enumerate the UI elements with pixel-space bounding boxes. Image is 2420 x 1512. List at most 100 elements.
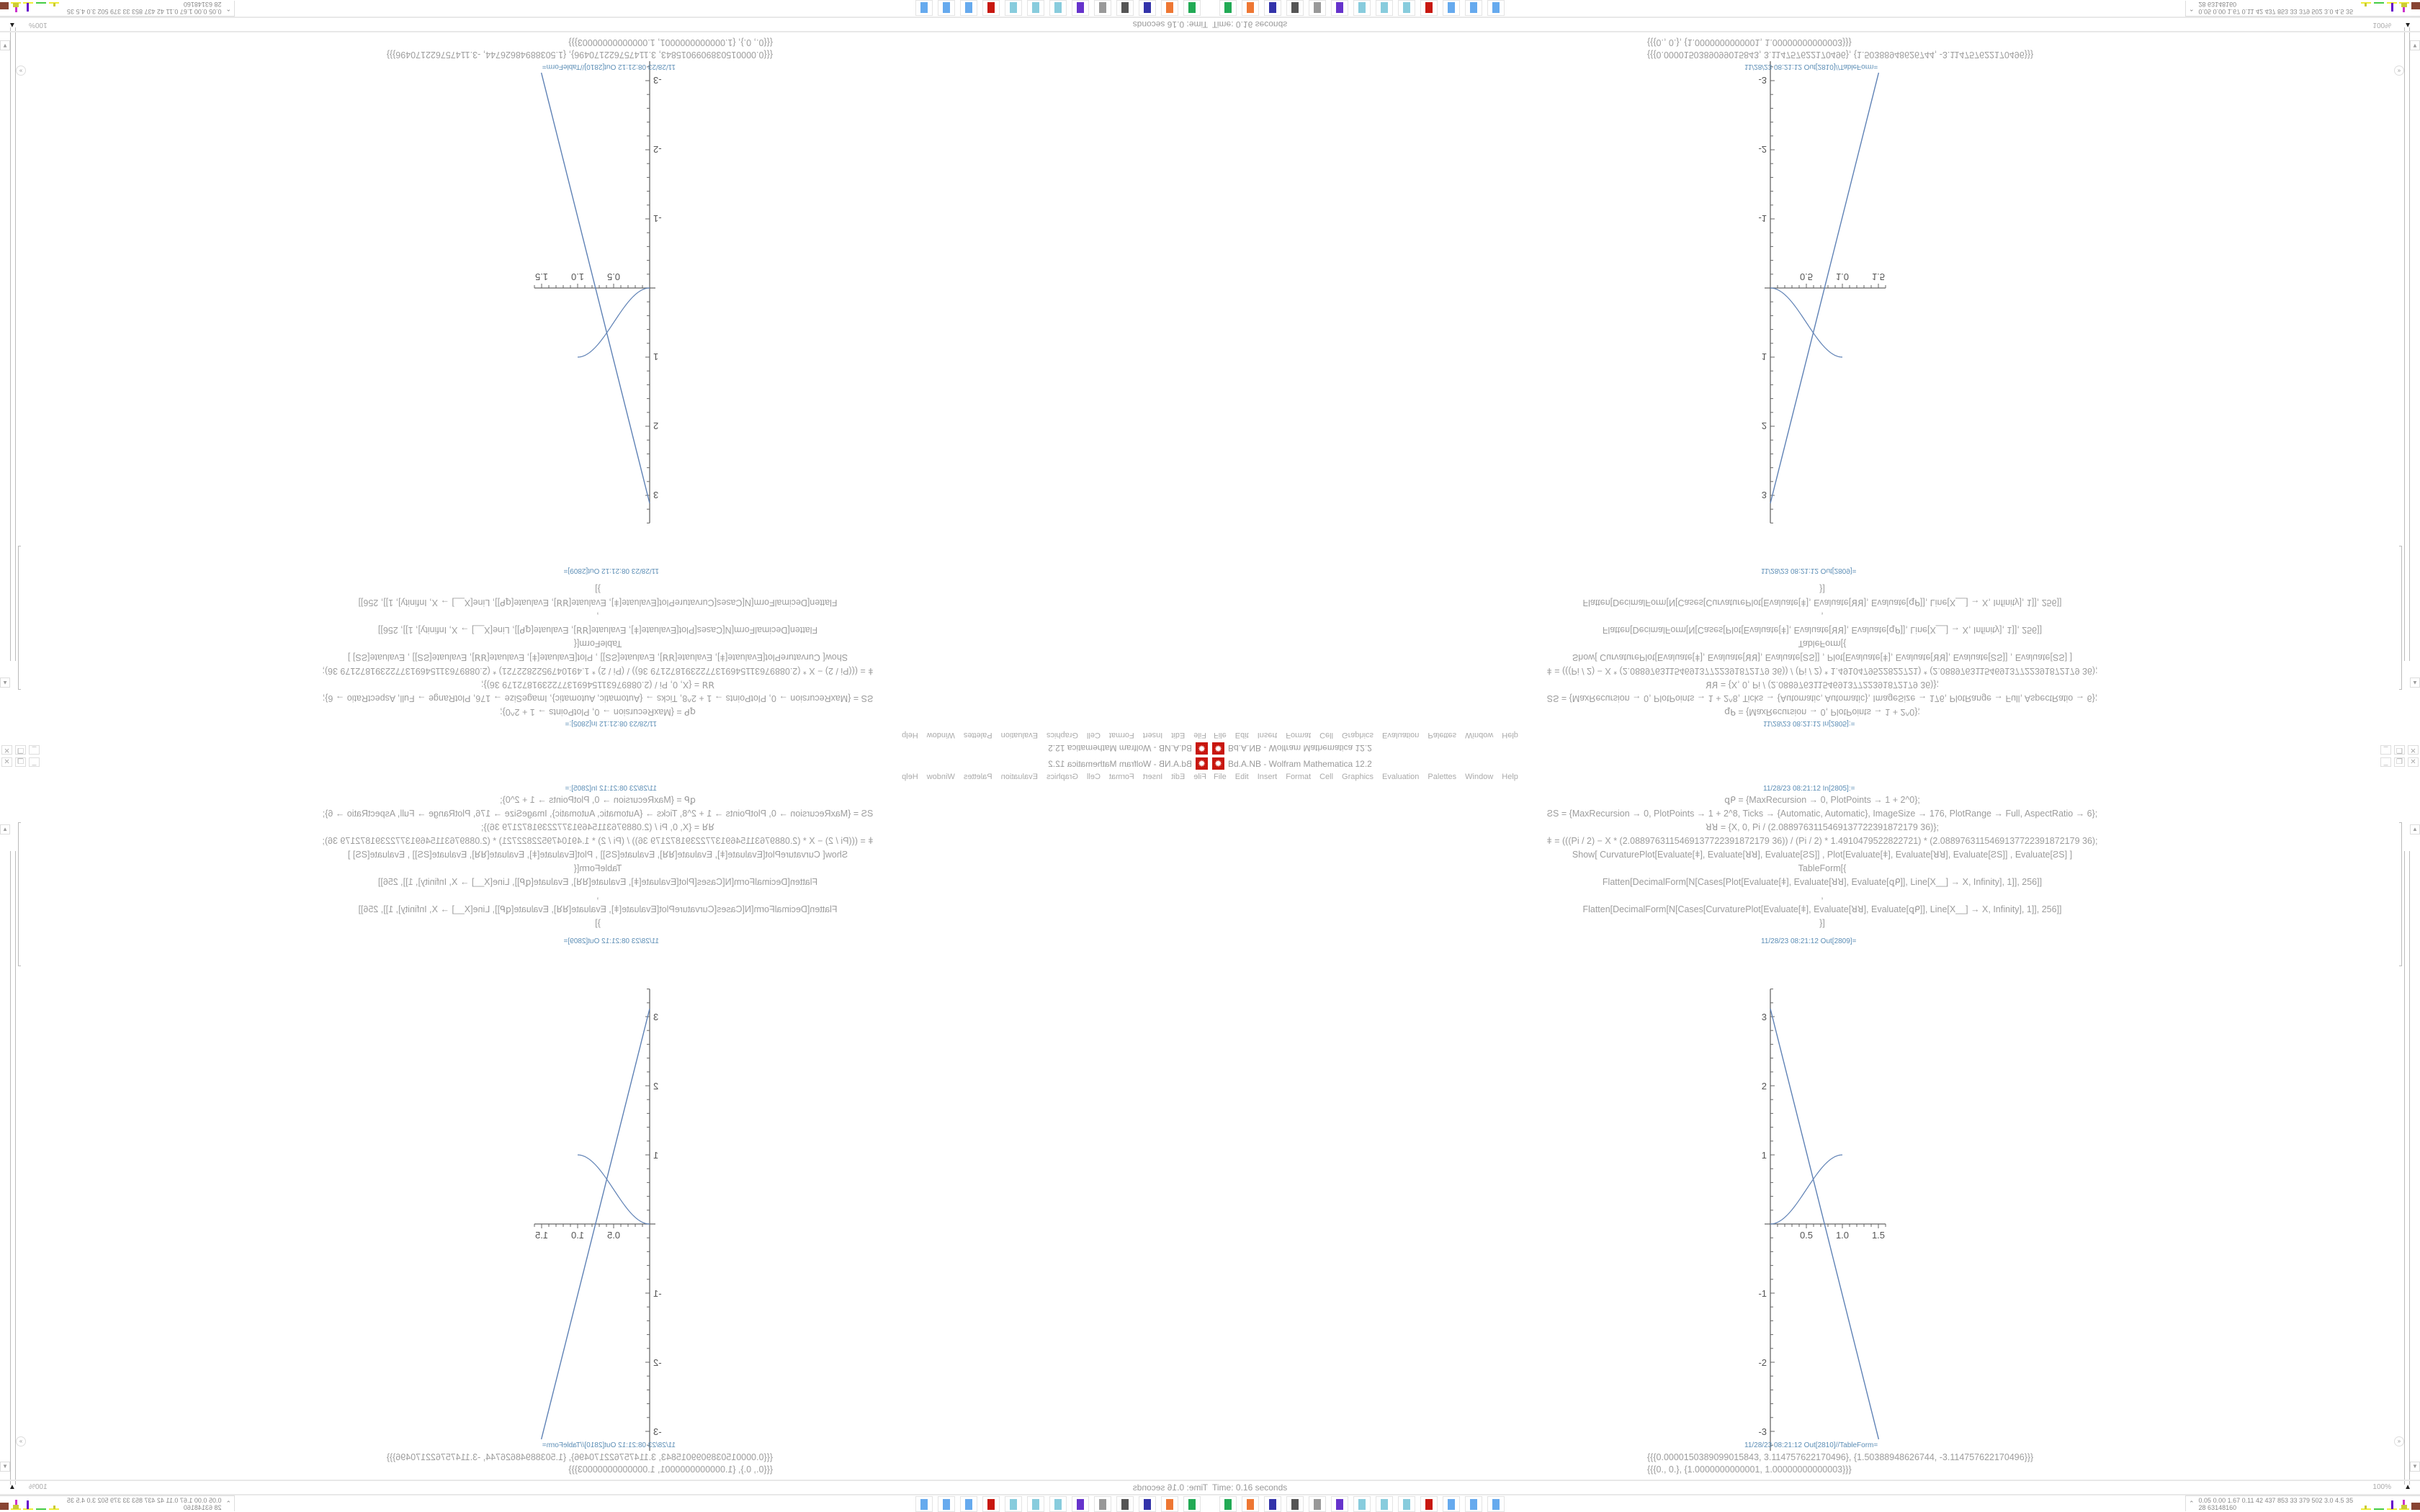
menu-cell[interactable]: Cell: [1319, 731, 1334, 739]
zoom-up-icon[interactable]: ▲: [2404, 1483, 2411, 1491]
floppy-64-icon[interactable]: [1139, 1496, 1156, 1512]
input-cell[interactable]: ꝗᑭ = {MaxRecursion → 0, PlotPoints → 1 +…: [1498, 793, 2146, 930]
notepad-icon[interactable]: [1353, 0, 1371, 16]
purple-app-icon[interactable]: [1331, 0, 1348, 16]
menu-evaluation[interactable]: Evaluation: [1000, 731, 1038, 739]
close-button[interactable]: ✕: [1, 757, 12, 767]
cell-bracket[interactable]: [18, 546, 21, 690]
cell-bracket[interactable]: [2399, 822, 2402, 966]
notepad-icon[interactable]: [1049, 0, 1067, 16]
speaker-icon[interactable]: [1309, 0, 1326, 16]
zoom-up-icon[interactable]: ▲: [9, 1483, 16, 1491]
monitor-icon[interactable]: [1116, 0, 1134, 16]
scroll-down-button[interactable]: ▼: [0, 40, 10, 50]
input-cell[interactable]: ꝗᑭ = {MaxRecursion → 0, PlotPoints → 1 +…: [1498, 582, 2146, 719]
tray-chevron-icon[interactable]: ⌃: [225, 1500, 231, 1507]
notepad-icon[interactable]: [1398, 0, 1415, 16]
scroll-down-button[interactable]: ▼: [2410, 40, 2420, 50]
notepad-icon[interactable]: [1376, 0, 1393, 16]
expand-chevron-icon[interactable]: »: [2394, 66, 2404, 76]
menu-palettes[interactable]: Palettes: [963, 773, 992, 781]
menu-file[interactable]: File: [1193, 731, 1206, 739]
input-cell[interactable]: ꝗᑭ = {MaxRecursion → 0, PlotPoints → 1 +…: [274, 582, 922, 719]
menu-insert[interactable]: Insert: [1142, 773, 1163, 781]
monitor-icon[interactable]: [1116, 1496, 1134, 1512]
menu-help[interactable]: Help: [902, 773, 918, 781]
calculator-icon[interactable]: [960, 0, 977, 16]
notepad-icon[interactable]: [1376, 1496, 1393, 1512]
usb-drive-icon[interactable]: [1219, 1496, 1237, 1512]
menu-cell[interactable]: Cell: [1319, 773, 1334, 781]
cell-bracket[interactable]: [18, 822, 21, 966]
tray-chevron-icon[interactable]: ⌃: [2189, 5, 2195, 12]
calculator-icon[interactable]: [1443, 1496, 1460, 1512]
speaker-icon[interactable]: [1094, 1496, 1111, 1512]
notepad-icon[interactable]: [1027, 0, 1044, 16]
menu-graphics[interactable]: Graphics: [1342, 731, 1374, 739]
menu-evaluation[interactable]: Evaluation: [1382, 731, 1420, 739]
monitor-icon[interactable]: [1286, 1496, 1304, 1512]
menu-cell[interactable]: Cell: [1086, 773, 1101, 781]
close-button[interactable]: ✕: [2408, 745, 2419, 755]
calculator-icon[interactable]: [960, 1496, 977, 1512]
mathematica-icon[interactable]: [982, 1496, 1000, 1512]
menu-format[interactable]: Format: [1108, 773, 1134, 781]
usb-drive-icon[interactable]: [1183, 0, 1201, 16]
menu-window[interactable]: Window: [926, 731, 955, 739]
calculator-icon[interactable]: [1465, 1496, 1482, 1512]
menu-format[interactable]: Format: [1108, 731, 1134, 739]
menu-window[interactable]: Window: [1465, 773, 1494, 781]
menu-evaluation[interactable]: Evaluation: [1000, 773, 1038, 781]
notepad-icon[interactable]: [1027, 1496, 1044, 1512]
menu-window[interactable]: Window: [926, 773, 955, 781]
menu-help[interactable]: Help: [1502, 773, 1518, 781]
zoom-level[interactable]: 100%: [2372, 21, 2391, 29]
scroll-down-button[interactable]: ▼: [2410, 1462, 2420, 1472]
close-button[interactable]: ✕: [2408, 757, 2419, 767]
vertical-scrollbar[interactable]: [10, 851, 16, 1485]
expand-chevron-icon[interactable]: »: [16, 66, 26, 76]
mathematica-icon[interactable]: [1420, 0, 1438, 16]
vertical-scrollbar[interactable]: [10, 27, 16, 661]
restore-button[interactable]: ❐: [2394, 757, 2405, 767]
minimize-button[interactable]: _: [2380, 757, 2391, 767]
monitor-icon[interactable]: [1286, 0, 1304, 16]
calculator-icon[interactable]: [1487, 1496, 1505, 1512]
minimize-button[interactable]: _: [29, 745, 40, 755]
zoom-up-icon[interactable]: ▲: [2404, 21, 2411, 29]
calculator-icon[interactable]: [938, 0, 955, 16]
tray-chevron-icon[interactable]: ⌃: [225, 5, 231, 12]
menu-file[interactable]: File: [1214, 731, 1227, 739]
menu-insert[interactable]: Insert: [1257, 773, 1278, 781]
menu-edit[interactable]: Edit: [1171, 773, 1186, 781]
menu-graphics[interactable]: Graphics: [1046, 773, 1078, 781]
notepad-icon[interactable]: [1398, 1496, 1415, 1512]
menu-evaluation[interactable]: Evaluation: [1382, 773, 1420, 781]
menu-insert[interactable]: Insert: [1257, 731, 1278, 739]
tray-chevron-icon[interactable]: ⌃: [2189, 1500, 2195, 1507]
menu-format[interactable]: Format: [1286, 731, 1312, 739]
notepad-icon[interactable]: [1005, 0, 1022, 16]
expand-chevron-icon[interactable]: »: [2394, 1436, 2404, 1446]
floppy-64-icon[interactable]: [1264, 1496, 1281, 1512]
firefox-icon[interactable]: [1161, 0, 1178, 16]
zoom-up-icon[interactable]: ▲: [9, 21, 16, 29]
menu-graphics[interactable]: Graphics: [1342, 773, 1374, 781]
vertical-scrollbar[interactable]: [2404, 27, 2410, 661]
menu-graphics[interactable]: Graphics: [1046, 731, 1078, 739]
menu-format[interactable]: Format: [1286, 773, 1312, 781]
usb-drive-icon[interactable]: [1219, 0, 1237, 16]
minimize-button[interactable]: _: [29, 757, 40, 767]
menu-insert[interactable]: Insert: [1142, 731, 1163, 739]
menu-cell[interactable]: Cell: [1086, 731, 1101, 739]
mathematica-icon[interactable]: [1420, 1496, 1438, 1512]
menu-file[interactable]: File: [1214, 773, 1227, 781]
zoom-level[interactable]: 100%: [29, 21, 48, 29]
floppy-64-icon[interactable]: [1139, 0, 1156, 16]
menu-file[interactable]: File: [1193, 773, 1206, 781]
speaker-icon[interactable]: [1094, 0, 1111, 16]
floppy-64-icon[interactable]: [1264, 0, 1281, 16]
usb-drive-icon[interactable]: [1183, 1496, 1201, 1512]
close-button[interactable]: ✕: [1, 745, 12, 755]
expand-chevron-icon[interactable]: »: [16, 1436, 26, 1446]
